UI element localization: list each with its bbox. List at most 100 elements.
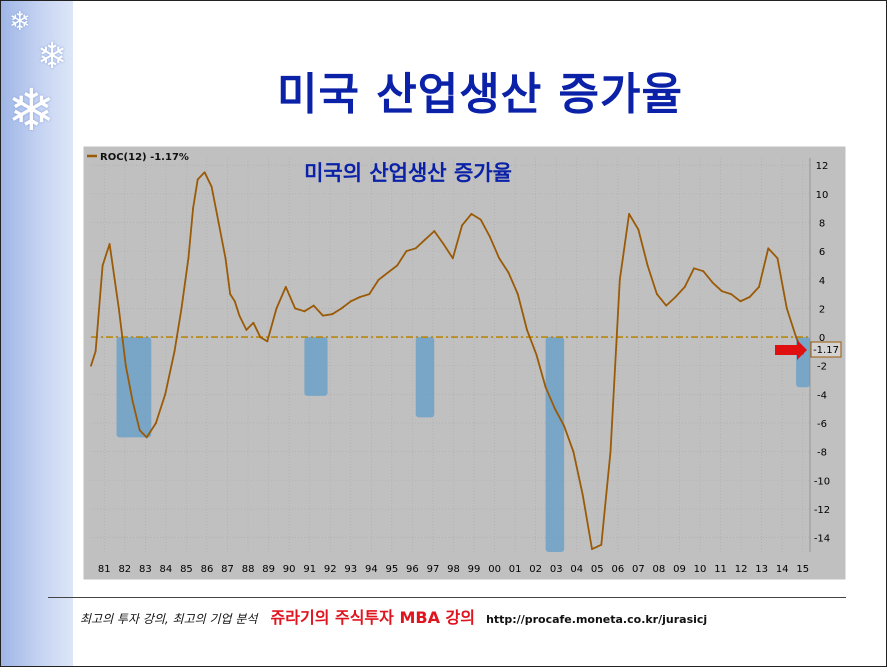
data-point <box>340 307 343 310</box>
y-tick-label: 2 <box>819 304 825 315</box>
x-tick-label: 14 <box>776 564 789 575</box>
red-arrow-icon <box>775 340 807 360</box>
data-point <box>461 224 463 227</box>
x-tick-label: 93 <box>344 564 357 575</box>
data-point <box>294 307 297 310</box>
snowflake-icon: ❄ <box>9 7 31 37</box>
x-tick-label: 89 <box>262 564 275 575</box>
x-tick-label: 88 <box>242 564 255 575</box>
data-point <box>591 548 593 551</box>
data-point <box>767 247 770 250</box>
x-tick-label: 09 <box>673 564 686 575</box>
data-point <box>173 350 176 353</box>
y-tick-label: -8 <box>817 448 827 459</box>
x-tick-label: 05 <box>591 564 604 575</box>
data-point <box>535 353 538 356</box>
x-tick-label: 12 <box>735 564 748 575</box>
data-point <box>563 425 566 427</box>
snowflake-icon: ❄ <box>37 36 68 77</box>
data-point <box>386 271 389 274</box>
x-tick-label: 84 <box>160 564 173 575</box>
data-point <box>275 307 278 310</box>
legend: ROC(12) -1.17% <box>87 152 189 163</box>
data-point <box>442 243 445 245</box>
x-tick-label: 91 <box>303 564 316 575</box>
highlight-layer <box>116 337 810 552</box>
x-tick-label: 85 <box>180 564 193 575</box>
data-point <box>683 286 686 288</box>
data-point <box>94 350 97 353</box>
x-tick-label: 01 <box>509 564 522 575</box>
x-tick-label: 98 <box>447 564 460 575</box>
data-point <box>405 250 408 253</box>
data-point <box>322 314 324 317</box>
data-point <box>359 296 361 298</box>
data-point <box>628 212 630 215</box>
highlight-box <box>545 337 565 552</box>
data-point <box>303 310 306 313</box>
y-tick-label: 4 <box>819 276 825 287</box>
data-point <box>312 304 315 307</box>
data-point <box>711 281 714 284</box>
highlight-box <box>116 337 152 438</box>
data-point <box>451 257 454 260</box>
data-point <box>155 422 157 424</box>
data-point <box>138 429 141 432</box>
data-point <box>101 264 104 267</box>
chart-title: 미국의 산업생산 증가율 <box>304 161 512 185</box>
data-point <box>637 228 640 231</box>
data-point <box>192 207 194 210</box>
data-point <box>544 386 547 389</box>
y-tick-label: -14 <box>814 534 830 545</box>
x-tick-label: 00 <box>488 564 501 575</box>
data-point <box>776 257 779 260</box>
x-tick-label: 13 <box>755 564 768 575</box>
y-tick-label: -2 <box>817 362 827 373</box>
y-tick-label: 0 <box>819 333 825 344</box>
data-point <box>131 400 134 403</box>
data-point <box>600 543 603 546</box>
data-point <box>489 235 491 238</box>
data-point <box>284 286 287 288</box>
data-point <box>618 278 621 281</box>
data-point <box>433 230 436 232</box>
data-point <box>693 267 695 270</box>
x-tick-label: 82 <box>118 564 131 575</box>
data-point <box>665 304 668 307</box>
data-point <box>217 221 220 224</box>
highlight-box <box>415 337 435 418</box>
last-value-marker: -1.17 <box>775 340 842 360</box>
data-point <box>117 307 120 310</box>
x-tick-label: 87 <box>221 564 234 575</box>
data-point <box>252 321 255 324</box>
footer-url-link[interactable]: http://procafe.moneta.co.kr/jurasicj <box>486 613 708 626</box>
last-value-box <box>810 341 842 358</box>
data-point <box>479 218 482 221</box>
data-point <box>526 329 528 331</box>
data-point <box>90 364 92 367</box>
data-point <box>785 307 788 310</box>
x-tick-label: 90 <box>283 564 296 575</box>
data-point <box>331 313 334 316</box>
data-point <box>507 271 510 274</box>
data-point <box>739 300 742 303</box>
y-tick-label: 6 <box>819 247 825 258</box>
data-point <box>210 185 213 188</box>
chart-area: 12 10 8 6 4 2 0 -2 -4 -6 -8 -10 -12 -14 81 82 83 84 85 86 87… <box>82 145 847 581</box>
x-tick-label: 94 <box>365 564 378 575</box>
data-point <box>516 293 519 296</box>
data-point <box>424 238 426 241</box>
data-point <box>646 264 649 267</box>
data-point <box>553 407 556 410</box>
data-point <box>349 300 352 303</box>
data-point <box>498 257 501 260</box>
data-point <box>656 293 658 296</box>
data-point <box>180 307 183 310</box>
x-tick-label: 86 <box>201 564 214 575</box>
data-point <box>368 293 371 296</box>
x-tick-label: 15 <box>796 564 809 575</box>
y-tick-label: -4 <box>817 390 827 401</box>
x-tick-label: 95 <box>386 564 399 575</box>
data-point <box>396 264 399 267</box>
